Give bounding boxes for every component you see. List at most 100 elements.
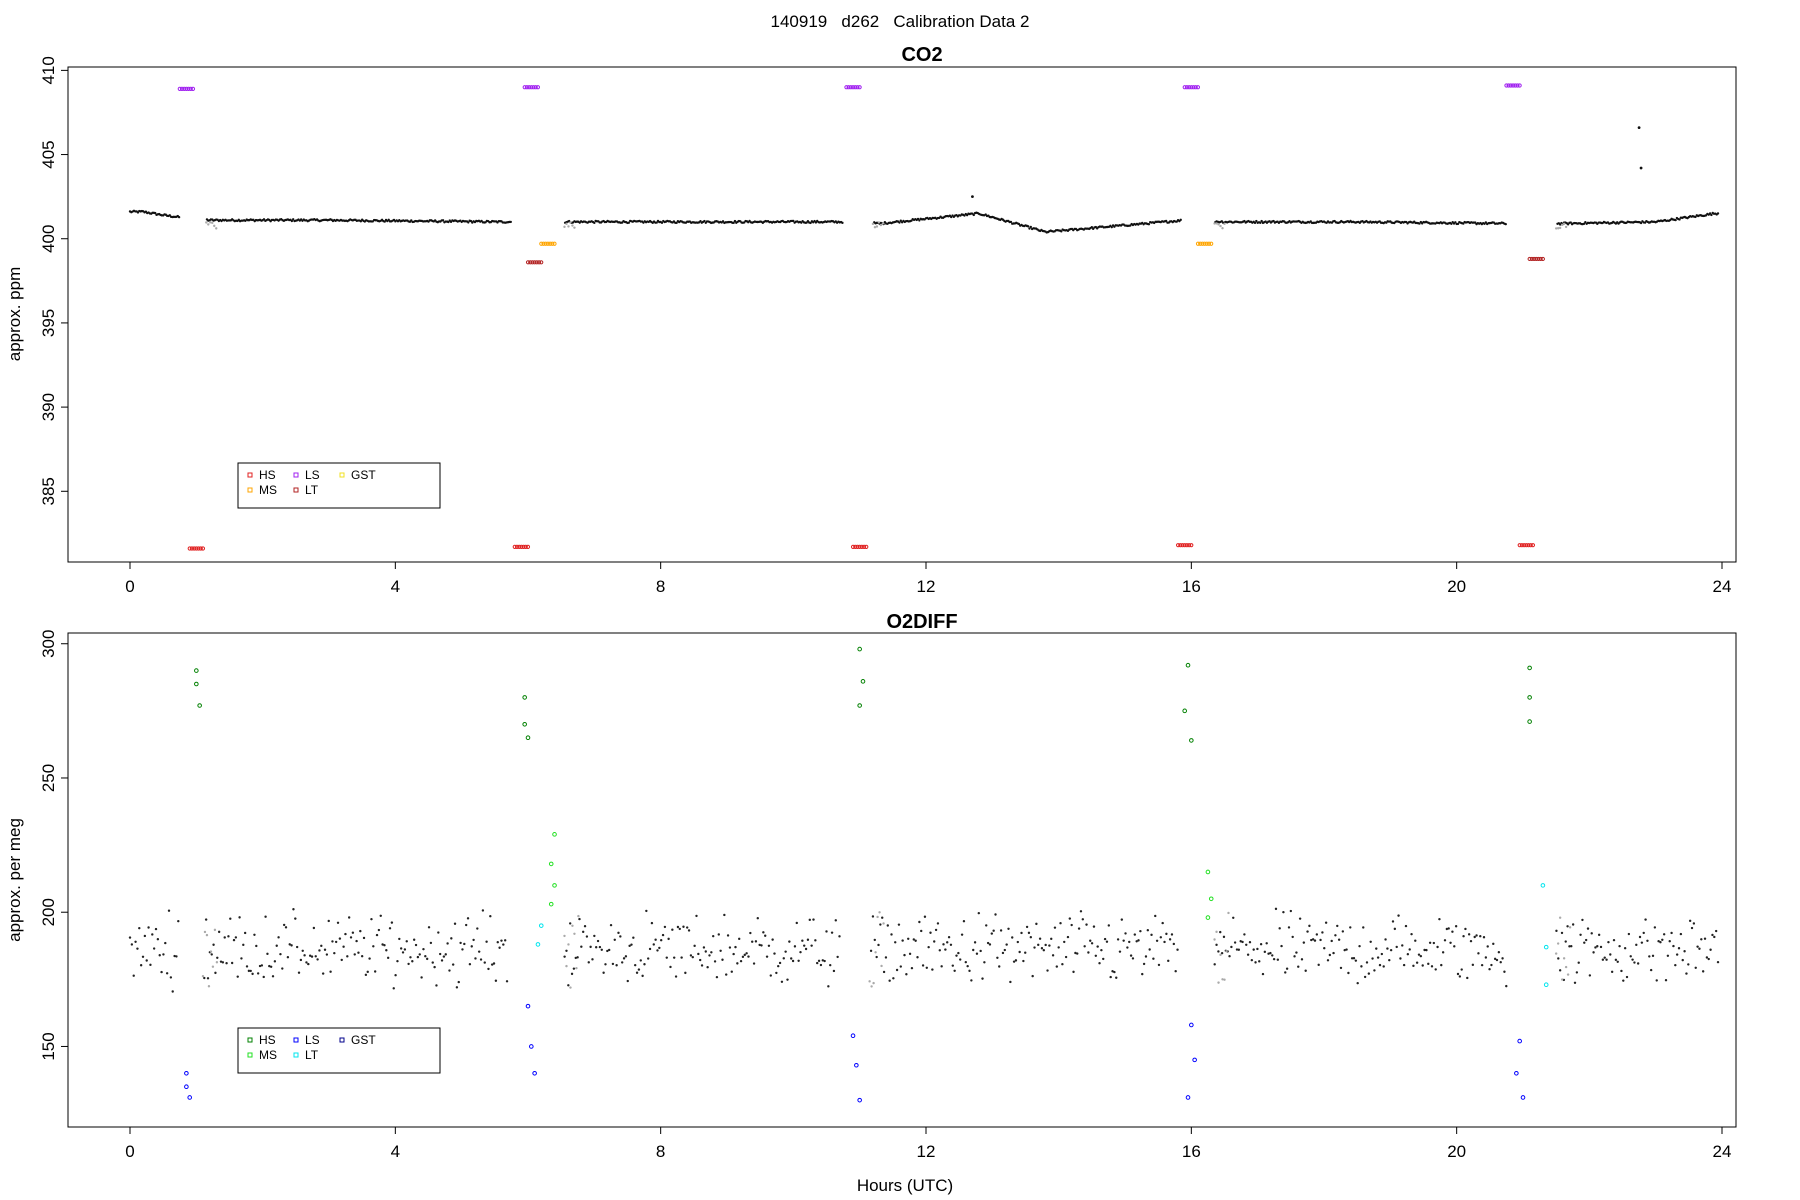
- o2diff-background-point: [1464, 927, 1467, 931]
- o2diff-background-point: [1609, 953, 1612, 956]
- o2diff-background-point: [305, 961, 308, 964]
- o2diff-background-point: [611, 962, 615, 966]
- co2-point-ms: [1209, 241, 1214, 246]
- o2diff-background-point: [167, 909, 171, 912]
- co2-background-point: [1255, 219, 1258, 223]
- o2diff-background-point: [1614, 958, 1618, 962]
- o2diff-background-point: [394, 974, 397, 977]
- co2-point-ls: [535, 85, 541, 90]
- o2diff-background-point: [871, 915, 875, 918]
- o2diff-background-point: [604, 963, 607, 966]
- o2diff-background-point: [645, 909, 648, 913]
- o2diff-background-point: [689, 954, 693, 957]
- o2diff-background-point: [275, 944, 278, 947]
- o2diff-background-point: [1241, 940, 1244, 944]
- o2diff-background-point: [489, 915, 492, 918]
- o2diff-background-point: [1648, 955, 1651, 958]
- o2diff-background-point: [933, 940, 936, 943]
- o2diff-background-point: [1096, 945, 1099, 948]
- co2-point-hs: [512, 544, 517, 549]
- co2-point-ms: [1204, 241, 1209, 246]
- co2-point-ms: [550, 241, 555, 246]
- o2diff-background-point: [234, 936, 238, 939]
- co2-background-point: [1090, 226, 1094, 229]
- o2diff-background-point: [743, 953, 746, 957]
- o2diff-background-point: [230, 961, 234, 965]
- o2diff-background-point: [938, 949, 941, 952]
- o2diff-background-point: [260, 964, 264, 967]
- o2diff-background-point: [671, 928, 674, 931]
- o2diff-background-point: [793, 945, 797, 948]
- o2diff-background-point: [1302, 941, 1306, 944]
- o2diff-background-point: [431, 961, 434, 964]
- o2diff-background-point: [959, 958, 962, 961]
- o2diff-background-point: [650, 921, 654, 925]
- co2-point-ls: [848, 85, 853, 90]
- co2-point-lt: [1534, 256, 1539, 262]
- o2diff-background-point: [299, 958, 303, 962]
- o2diff-background-point: [1252, 948, 1255, 951]
- o2diff-background-point: [897, 923, 901, 926]
- co2-point-ms: [545, 241, 551, 246]
- co2-outlier-point: [1637, 126, 1641, 130]
- o2diff-background-point: [998, 965, 1001, 968]
- co2-transition-point: [879, 223, 883, 227]
- o2diff-background-point: [812, 918, 815, 921]
- co2-background-point: [918, 219, 921, 222]
- co2-point-hs: [517, 544, 522, 549]
- o2diff-background-point: [946, 941, 949, 944]
- o2diff-background-point: [1317, 963, 1320, 967]
- o2diff-background-point: [1165, 932, 1168, 936]
- o2diff-background-point: [177, 919, 180, 923]
- o2diff-background-point: [1590, 932, 1593, 935]
- o2diff-background-point: [942, 943, 945, 946]
- o2diff-background-point: [1228, 955, 1231, 958]
- o2diff-background-point: [814, 939, 817, 942]
- o2diff-background-point: [1332, 951, 1335, 955]
- o2diff-background-point: [1434, 968, 1437, 971]
- o2diff-background-point: [806, 938, 810, 941]
- o2diff-background-point: [1646, 939, 1649, 942]
- o2diff-background-point: [1367, 972, 1371, 975]
- co2-transition-point: [1564, 225, 1568, 229]
- o2diff-transition-point: [1225, 950, 1228, 953]
- o2diff-background-point: [760, 944, 763, 947]
- o2diff-transition-point: [205, 933, 209, 937]
- co2-transition-point: [1215, 222, 1218, 225]
- co2-x-axis: 0 4 8 12 16 20 24: [125, 562, 1731, 596]
- o2diff-background-point: [1137, 939, 1140, 942]
- o2diff-background-point: [1584, 938, 1588, 942]
- o2diff-background-point: [444, 953, 447, 956]
- o2diff-point-ls: [529, 1044, 534, 1049]
- co2-point-hs: [1178, 543, 1183, 548]
- o2diff-background-point: [1696, 945, 1699, 948]
- o2diff-background-point: [907, 937, 910, 940]
- o2diff-background-point: [1237, 948, 1241, 951]
- o2diff-background-point: [734, 945, 737, 949]
- co2-background-point: [1674, 218, 1677, 222]
- o2diff-background-point: [1155, 939, 1159, 942]
- co2-background-point: [509, 220, 512, 224]
- o2diff-background-point: [323, 948, 327, 951]
- o2diff-point-hs: [857, 646, 862, 652]
- o2diff-background-point: [396, 959, 399, 963]
- o2diff-background-point: [1337, 938, 1341, 941]
- o2diff-background-point: [476, 927, 479, 930]
- o2diff-background-point: [470, 945, 473, 948]
- o2diff-background-point: [149, 963, 152, 967]
- co2-y-tick-label: 405: [39, 140, 58, 168]
- o2diff-background-point: [1087, 951, 1090, 954]
- o2diff-background-point: [1558, 969, 1562, 972]
- o2diff-background-point: [632, 936, 635, 939]
- o2diff-background-point: [596, 939, 600, 943]
- o2diff-background-point: [1033, 946, 1036, 949]
- co2-background-point: [1017, 222, 1021, 226]
- o2diff-background-point: [1319, 938, 1322, 942]
- o2diff-legend-swatch: [339, 1037, 345, 1043]
- o2diff-background-point: [908, 952, 912, 956]
- co2-transition-point: [873, 226, 877, 229]
- o2diff-background-point: [1250, 958, 1254, 962]
- o2diff-background-point: [1116, 938, 1120, 941]
- o2diff-transition-point: [1568, 926, 1572, 929]
